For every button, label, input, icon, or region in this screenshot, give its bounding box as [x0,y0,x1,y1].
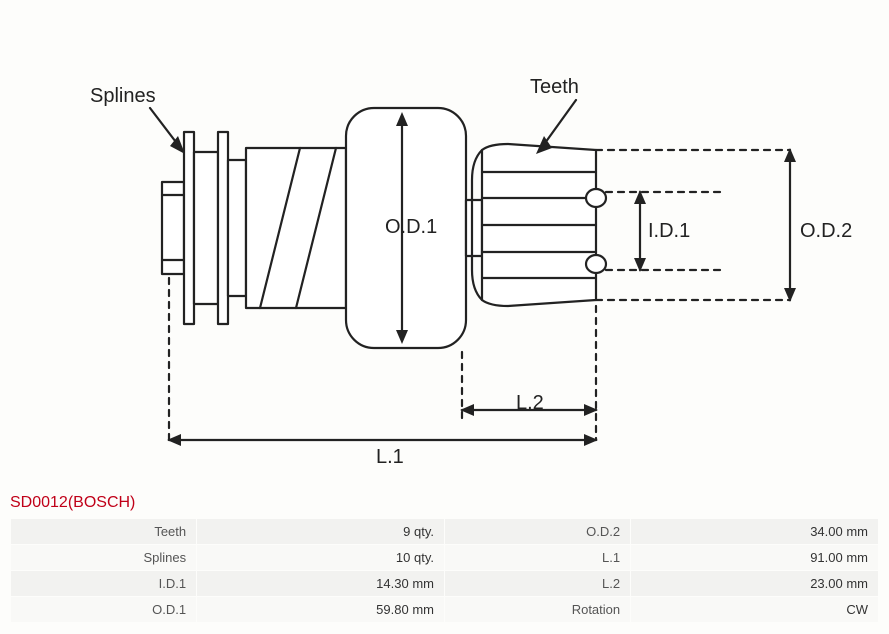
specs-table: Teeth 9 qty. O.D.2 34.00 mm Splines 10 q… [10,518,879,623]
spec-label: O.D.2 [445,519,630,544]
part-code-title: SD0012(BOSCH) [0,490,889,518]
spec-value: 14.30 mm [197,571,444,596]
label-l1: L.1 [376,446,404,469]
technical-diagram: Splines Teeth O.D.1 I.D.1 O.D.2 L.2 L.1 [0,0,889,490]
label-l2: L.2 [516,392,544,415]
label-od2: O.D.2 [800,220,852,243]
label-od1: O.D.1 [385,216,437,239]
spec-label: L.1 [445,545,630,570]
label-teeth: Teeth [530,76,579,99]
spec-label: Rotation [445,597,630,622]
specs-tbody: Teeth 9 qty. O.D.2 34.00 mm Splines 10 q… [11,519,878,622]
spec-value: 23.00 mm [631,571,878,596]
spec-value: CW [631,597,878,622]
spec-value: 9 qty. [197,519,444,544]
table-row: Teeth 9 qty. O.D.2 34.00 mm [11,519,878,544]
spec-value: 34.00 mm [631,519,878,544]
table-row: Splines 10 qty. L.1 91.00 mm [11,545,878,570]
spec-value: 91.00 mm [631,545,878,570]
label-id1: I.D.1 [648,220,690,243]
spec-label: Teeth [11,519,196,544]
table-row: I.D.1 14.30 mm L.2 23.00 mm [11,571,878,596]
spec-label: O.D.1 [11,597,196,622]
spec-value: 10 qty. [197,545,444,570]
table-row: O.D.1 59.80 mm Rotation CW [11,597,878,622]
diagram-svg [0,0,889,490]
spec-label: I.D.1 [11,571,196,596]
label-splines: Splines [90,85,156,108]
spec-label: L.2 [445,571,630,596]
page: Splines Teeth O.D.1 I.D.1 O.D.2 L.2 L.1 … [0,0,889,634]
spec-value: 59.80 mm [197,597,444,622]
spec-label: Splines [11,545,196,570]
